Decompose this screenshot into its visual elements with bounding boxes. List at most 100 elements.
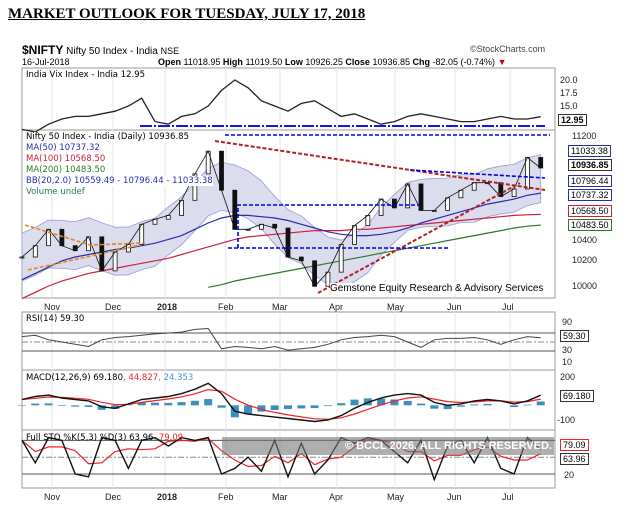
- candle: [219, 150, 224, 191]
- month-label: Apr: [329, 492, 344, 502]
- macd-histogram-bar: [84, 405, 93, 407]
- macd-histogram-bar: [297, 405, 306, 409]
- panel-3: [21, 369, 556, 431]
- orange-channel-bottom: [27, 244, 141, 271]
- rsi-tick: 10: [562, 357, 573, 367]
- orange-channel-top: [24, 224, 146, 246]
- macd-histogram-bar: [111, 405, 120, 409]
- macd-histogram-bar: [483, 403, 492, 406]
- price-tick: 10000: [572, 281, 598, 291]
- macd-histogram-bar: [470, 404, 479, 406]
- ma100-line: [21, 213, 541, 300]
- ma100-flag: 10568.50: [568, 205, 612, 217]
- sto-d-flag: 79.09: [560, 439, 589, 451]
- low-value: 10926.25: [305, 57, 343, 67]
- macd-histogram-bar: [164, 402, 173, 406]
- rsi-tick: 90: [562, 317, 573, 327]
- chg-value: -82.05 (-0.74%): [432, 57, 496, 67]
- vix-line: [21, 79, 541, 133]
- ohlc-row: Open 11018.95 High 11019.50 Low 10926.25…: [158, 57, 506, 67]
- page-title: MARKET OUTLOOK FOR TUESDAY, JULY 17, 201…: [8, 6, 366, 22]
- candle: [525, 157, 530, 190]
- macd-tick: 200: [560, 372, 576, 382]
- ma100-legend: MA(100) 10568.50: [26, 154, 106, 164]
- hist-value: , 24.353: [158, 373, 194, 383]
- macd-histogram-bar: [430, 405, 439, 409]
- candle: [445, 197, 451, 211]
- price-tick: 10400: [572, 235, 598, 245]
- month-label: Feb: [218, 492, 234, 502]
- macd-histogram-bar: [270, 405, 279, 410]
- month-label: Apr: [329, 302, 344, 312]
- sto-k-flag: 63.96: [560, 453, 589, 465]
- high-value: 11019.50: [245, 57, 283, 67]
- candle: [59, 228, 65, 247]
- candle: [19, 256, 25, 259]
- panel-2: [21, 311, 556, 371]
- month-label: Nov: [44, 302, 61, 312]
- month-label: 2018: [157, 302, 178, 312]
- open-value: 11018.95: [183, 57, 221, 67]
- macd-histogram-bar: [456, 405, 465, 407]
- macd-histogram-bar: [244, 405, 253, 415]
- bb-legend: BB(20,2.0) 10559.49 - 10796.44 - 11033.3…: [26, 176, 213, 186]
- macd-histogram-bar: [18, 405, 26, 406]
- range-top-line: [237, 204, 420, 248]
- sto-tick: 20: [564, 470, 575, 480]
- macd-line: [21, 382, 541, 423]
- candle: [112, 251, 118, 272]
- macd-signal-line: [21, 388, 541, 420]
- vix-legend: India Vix Index - India 12.95: [26, 70, 146, 80]
- ma200-line: [208, 224, 541, 288]
- macd-histogram-bar: [443, 405, 452, 410]
- macd-flag: 69.180: [560, 390, 594, 402]
- macd-histogram-bar: [337, 403, 346, 406]
- ma50-legend: MA(50) 10737.32: [26, 143, 100, 153]
- rsi-legend: RSI(14) 59.30: [26, 314, 85, 324]
- macd-histogram-bar: [190, 400, 199, 406]
- macd-histogram-bar: [523, 404, 532, 406]
- chart-date: 16-Jul-2018: [22, 57, 70, 67]
- credit-text: Gemstone Equity Research & Advisory Serv…: [330, 283, 544, 294]
- rsi-line: [21, 327, 541, 351]
- macd-tick: -100: [557, 415, 576, 425]
- macd-histogram-bar: [44, 403, 53, 406]
- macd-histogram-bar: [204, 399, 213, 406]
- index-name: Nifty 50 Index - India: [66, 46, 158, 57]
- watermark: © BCCL 2026. ALL RIGHTS RESERVED.: [222, 437, 554, 455]
- candle: [139, 223, 145, 245]
- close-flag: 10936.85: [568, 159, 612, 171]
- macd-histogram-bar: [323, 405, 332, 407]
- candle: [418, 183, 424, 211]
- macd-histogram-bar: [31, 403, 40, 406]
- month-label: Dec: [105, 302, 122, 312]
- chg-label: Chg: [412, 57, 431, 67]
- rsi-flag: 59.30: [560, 330, 589, 342]
- resistance-line: [409, 169, 546, 179]
- macd-histogram-bar: [151, 402, 159, 406]
- uptrend-line: [317, 182, 521, 294]
- macd-histogram-bar: [57, 405, 66, 406]
- volume-legend: Volume undef: [26, 187, 85, 197]
- macd-histogram-bar: [350, 399, 359, 406]
- macd-histogram-bar: [310, 405, 319, 409]
- open-label: Open: [158, 57, 182, 67]
- ma50-line: [21, 192, 541, 281]
- macd-histogram-bar: [417, 403, 425, 406]
- price-line: [21, 150, 541, 287]
- macd-histogram-bar: [510, 405, 519, 408]
- macd-histogram-bar: [390, 399, 399, 406]
- signal-value: , 44.827: [123, 373, 159, 383]
- close-value: 10936.85: [372, 57, 410, 67]
- symbol: $NIFTY: [22, 43, 64, 57]
- month-label: May: [387, 302, 405, 312]
- candle: [378, 198, 384, 216]
- sto-legend: Full STO %K(5,3) %D(3) 63.96, 79.09: [26, 433, 183, 443]
- month-label: Dec: [105, 492, 122, 502]
- macd-value: MACD(12,26,9) 69.180: [26, 373, 123, 383]
- macd-histogram-bar: [177, 402, 186, 406]
- d-value: , 79.09: [153, 433, 184, 443]
- price-tick: 10200: [572, 255, 598, 265]
